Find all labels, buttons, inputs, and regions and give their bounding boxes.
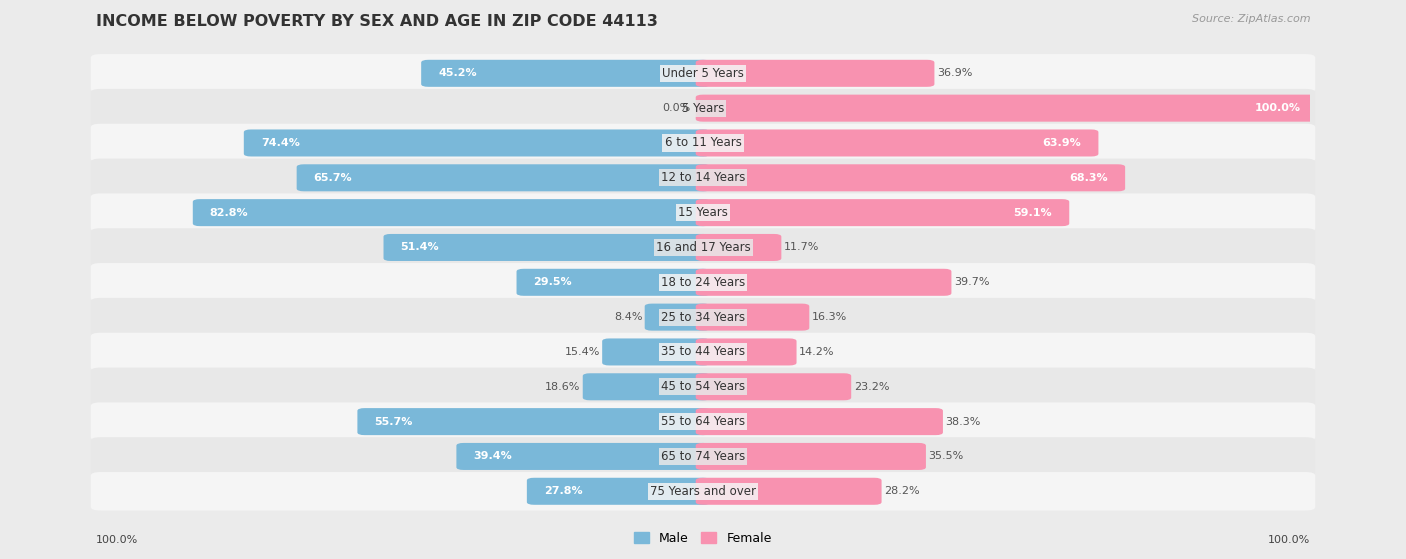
FancyBboxPatch shape <box>696 443 927 470</box>
Text: 55.7%: 55.7% <box>374 416 413 427</box>
Text: Source: ZipAtlas.com: Source: ZipAtlas.com <box>1192 14 1310 24</box>
FancyBboxPatch shape <box>243 130 710 157</box>
FancyBboxPatch shape <box>696 304 810 330</box>
Text: 11.7%: 11.7% <box>783 243 820 253</box>
Text: 8.4%: 8.4% <box>614 312 643 322</box>
FancyBboxPatch shape <box>91 472 1315 510</box>
Legend: Male, Female: Male, Female <box>630 527 776 550</box>
Text: 39.7%: 39.7% <box>953 277 990 287</box>
FancyBboxPatch shape <box>696 408 943 435</box>
FancyBboxPatch shape <box>384 234 710 261</box>
FancyBboxPatch shape <box>516 269 710 296</box>
Text: INCOME BELOW POVERTY BY SEX AND AGE IN ZIP CODE 44113: INCOME BELOW POVERTY BY SEX AND AGE IN Z… <box>96 14 658 29</box>
Text: 100.0%: 100.0% <box>1254 103 1301 113</box>
Text: 12 to 14 Years: 12 to 14 Years <box>661 171 745 184</box>
Text: 55 to 64 Years: 55 to 64 Years <box>661 415 745 428</box>
Text: 0.0%: 0.0% <box>662 103 690 113</box>
FancyBboxPatch shape <box>91 228 1315 267</box>
Text: 51.4%: 51.4% <box>401 243 439 253</box>
Text: 65 to 74 Years: 65 to 74 Years <box>661 450 745 463</box>
Text: 59.1%: 59.1% <box>1014 207 1052 217</box>
FancyBboxPatch shape <box>91 298 1315 337</box>
Text: 75 Years and over: 75 Years and over <box>650 485 756 498</box>
Text: 100.0%: 100.0% <box>96 535 138 545</box>
Text: 15 Years: 15 Years <box>678 206 728 219</box>
FancyBboxPatch shape <box>91 159 1315 197</box>
Text: 38.3%: 38.3% <box>945 416 981 427</box>
Text: 39.4%: 39.4% <box>474 452 512 461</box>
Text: 18.6%: 18.6% <box>546 382 581 392</box>
Text: 35 to 44 Years: 35 to 44 Years <box>661 345 745 358</box>
FancyBboxPatch shape <box>91 193 1315 232</box>
Text: 63.9%: 63.9% <box>1043 138 1081 148</box>
FancyBboxPatch shape <box>527 478 710 505</box>
Text: 16.3%: 16.3% <box>811 312 846 322</box>
Text: 45.2%: 45.2% <box>439 68 477 78</box>
FancyBboxPatch shape <box>696 60 935 87</box>
Text: Under 5 Years: Under 5 Years <box>662 67 744 80</box>
FancyBboxPatch shape <box>602 338 710 366</box>
FancyBboxPatch shape <box>696 199 1069 226</box>
Text: 68.3%: 68.3% <box>1070 173 1108 183</box>
Text: 35.5%: 35.5% <box>928 452 963 461</box>
Text: 15.4%: 15.4% <box>564 347 600 357</box>
Text: 5 Years: 5 Years <box>682 102 724 115</box>
FancyBboxPatch shape <box>457 443 710 470</box>
FancyBboxPatch shape <box>696 478 882 505</box>
FancyBboxPatch shape <box>582 373 710 400</box>
Text: 6 to 11 Years: 6 to 11 Years <box>665 136 741 149</box>
FancyBboxPatch shape <box>91 124 1315 162</box>
FancyBboxPatch shape <box>696 269 952 296</box>
Text: 45 to 54 Years: 45 to 54 Years <box>661 380 745 394</box>
FancyBboxPatch shape <box>696 130 1098 157</box>
Text: 65.7%: 65.7% <box>314 173 353 183</box>
Text: 23.2%: 23.2% <box>853 382 889 392</box>
FancyBboxPatch shape <box>91 89 1315 127</box>
FancyBboxPatch shape <box>696 373 851 400</box>
Text: 16 and 17 Years: 16 and 17 Years <box>655 241 751 254</box>
Text: 100.0%: 100.0% <box>1268 535 1310 545</box>
FancyBboxPatch shape <box>696 234 782 261</box>
Text: 36.9%: 36.9% <box>936 68 972 78</box>
FancyBboxPatch shape <box>696 338 797 366</box>
Text: 14.2%: 14.2% <box>799 347 835 357</box>
Text: 25 to 34 Years: 25 to 34 Years <box>661 311 745 324</box>
FancyBboxPatch shape <box>91 263 1315 301</box>
Text: 82.8%: 82.8% <box>209 207 249 217</box>
Text: 74.4%: 74.4% <box>262 138 299 148</box>
FancyBboxPatch shape <box>645 304 710 330</box>
FancyBboxPatch shape <box>357 408 710 435</box>
FancyBboxPatch shape <box>193 199 710 226</box>
FancyBboxPatch shape <box>91 368 1315 406</box>
Text: 29.5%: 29.5% <box>533 277 572 287</box>
FancyBboxPatch shape <box>422 60 710 87</box>
Text: 27.8%: 27.8% <box>544 486 582 496</box>
FancyBboxPatch shape <box>91 402 1315 441</box>
Text: 28.2%: 28.2% <box>884 486 920 496</box>
FancyBboxPatch shape <box>297 164 710 191</box>
FancyBboxPatch shape <box>696 94 1317 122</box>
FancyBboxPatch shape <box>696 164 1125 191</box>
FancyBboxPatch shape <box>91 54 1315 93</box>
FancyBboxPatch shape <box>91 437 1315 476</box>
FancyBboxPatch shape <box>91 333 1315 371</box>
Text: 18 to 24 Years: 18 to 24 Years <box>661 276 745 289</box>
